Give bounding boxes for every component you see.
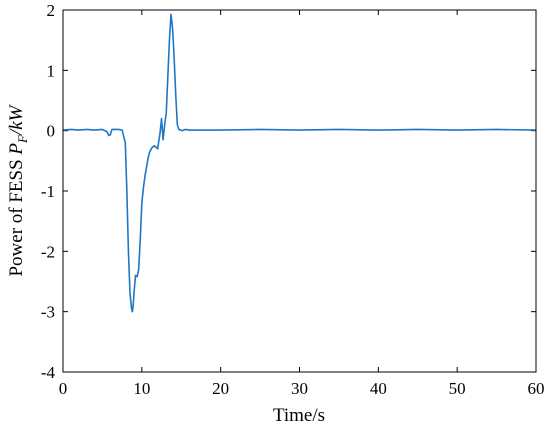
series-line-0 (62, 13, 537, 313)
x-tick-label: 60 (528, 379, 545, 398)
y-tick-label: 2 (47, 1, 56, 20)
x-tick-label: 20 (212, 379, 229, 398)
y-axis-label-symbol: P (6, 143, 27, 156)
y-axis-label-unit: /kW (6, 103, 27, 136)
x-axis-label: Time/s (273, 405, 325, 426)
y-axis-label-subscript: F (15, 134, 30, 144)
plot-frame (62, 9, 537, 373)
y-tick-label: -4 (41, 363, 56, 382)
x-tick-label: 30 (291, 379, 308, 398)
x-tick-label: 40 (370, 379, 387, 398)
y-tick-label: -2 (41, 242, 55, 261)
y-axis-label-prefix: Power of FESS (6, 155, 27, 277)
y-tick-label: 1 (47, 61, 56, 80)
x-tick-label: 0 (59, 379, 68, 398)
y-tick-label: -3 (41, 303, 55, 322)
y-tick-label: -1 (41, 182, 55, 201)
y-tick-label: 0 (47, 122, 56, 141)
x-tick-label: 10 (133, 379, 150, 398)
plot-area (63, 10, 536, 372)
x-tick-label: 50 (449, 379, 466, 398)
y-axis-label: Power of FESS PF/kW (6, 103, 30, 276)
